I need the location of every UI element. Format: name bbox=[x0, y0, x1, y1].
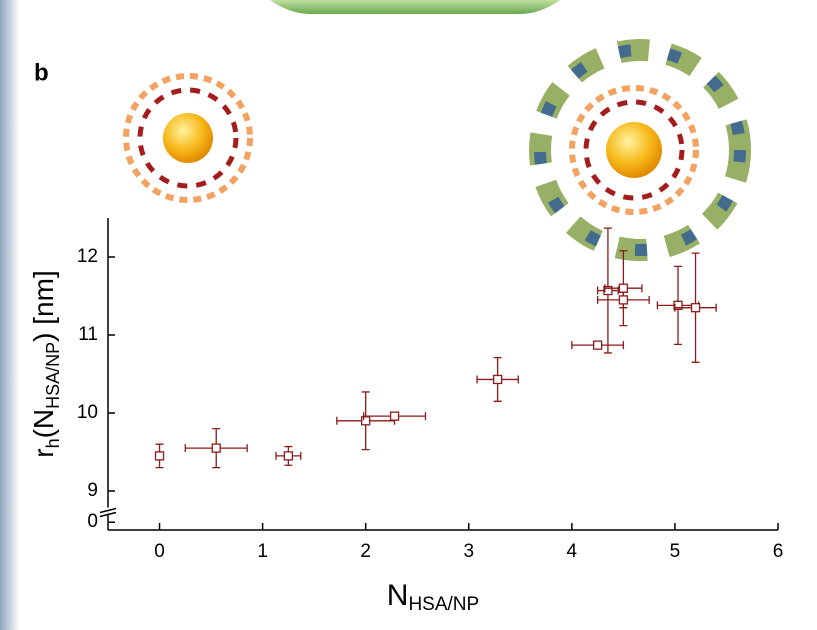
panel-label: b bbox=[34, 59, 49, 86]
y-label-sub: h bbox=[43, 438, 63, 448]
point bbox=[284, 452, 292, 460]
frame-edge bbox=[0, 0, 20, 630]
y-label-unit: ) [nm] bbox=[28, 270, 59, 342]
point bbox=[494, 375, 502, 383]
y-label-paren: (N bbox=[28, 409, 59, 439]
banner bbox=[270, 0, 560, 14]
y-tick-label: 0 bbox=[87, 511, 98, 532]
x-tick-label: 2 bbox=[360, 541, 371, 562]
x-label-main: N bbox=[387, 579, 409, 612]
nanoparticle-illustration bbox=[126, 76, 250, 200]
y-tick-label: 12 bbox=[77, 246, 98, 267]
y-tick-label: 9 bbox=[87, 480, 98, 501]
x-tick-label: 4 bbox=[567, 541, 578, 562]
point bbox=[594, 341, 602, 349]
point bbox=[156, 452, 164, 460]
x-tick-label: 6 bbox=[773, 541, 784, 562]
y-label-r: r bbox=[28, 448, 59, 457]
point bbox=[619, 296, 627, 304]
point bbox=[619, 284, 627, 292]
y-axis-label: rh(NHSA/NP) [nm] bbox=[28, 270, 62, 457]
x-axis-label: NHSA/NP bbox=[387, 579, 479, 615]
point bbox=[692, 304, 700, 312]
x-tick-label: 3 bbox=[463, 541, 474, 562]
point bbox=[362, 417, 370, 425]
protein-corona-illustration bbox=[540, 50, 740, 250]
y-label-sub: HSA/NP bbox=[43, 342, 63, 409]
x-tick-label: 1 bbox=[257, 541, 268, 562]
point bbox=[212, 444, 220, 452]
x-tick-label: 5 bbox=[670, 541, 681, 562]
x-label-sub: HSA/NP bbox=[408, 594, 479, 615]
y-tick-label: 10 bbox=[77, 402, 98, 423]
x-tick-label: 0 bbox=[154, 541, 165, 562]
axis-break bbox=[100, 509, 116, 513]
figure: b 012345609101112NHSA/NPrh(NHSA/NP) [nm] bbox=[0, 0, 817, 630]
point bbox=[391, 412, 399, 420]
y-tick-label: 11 bbox=[78, 324, 98, 345]
